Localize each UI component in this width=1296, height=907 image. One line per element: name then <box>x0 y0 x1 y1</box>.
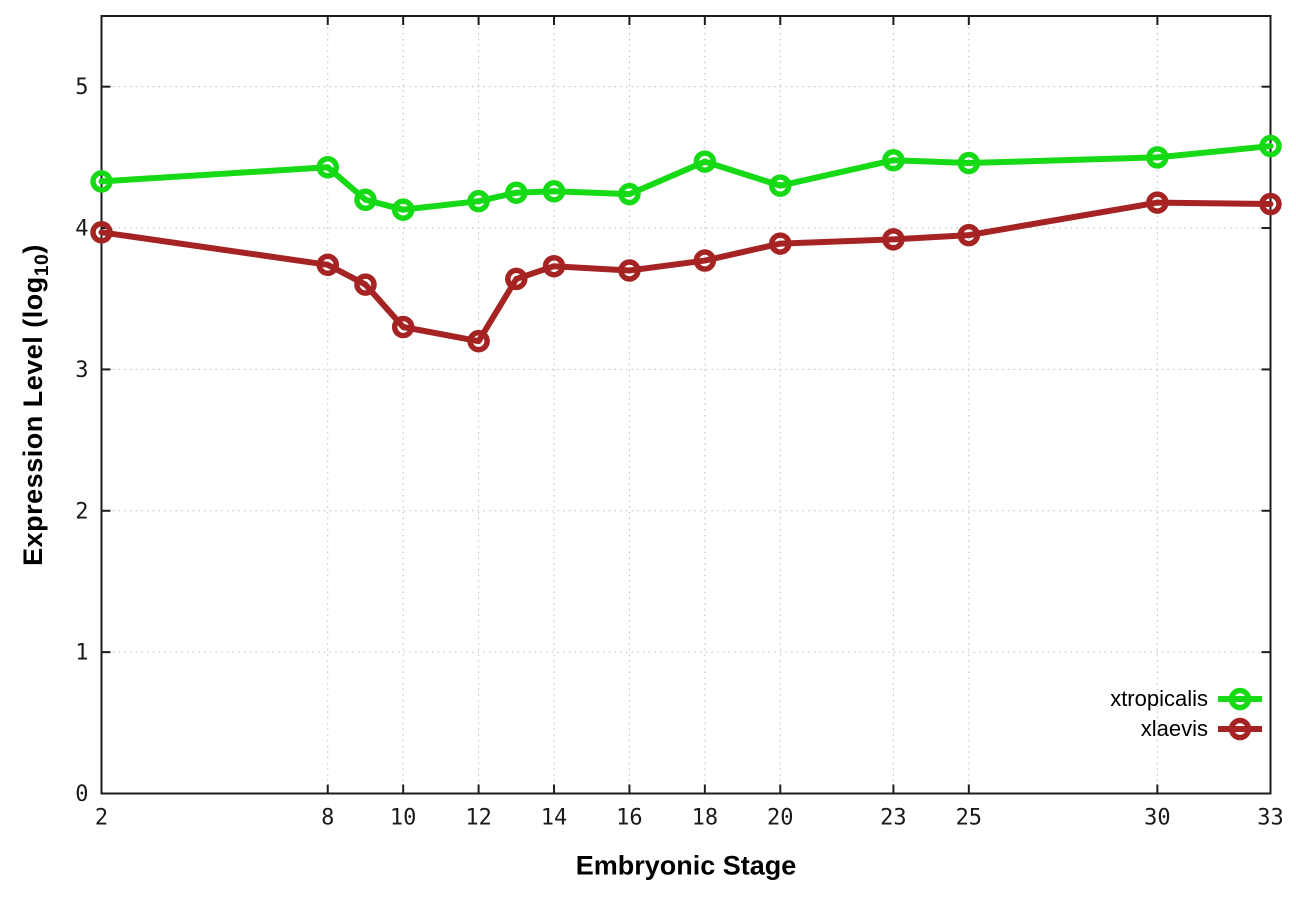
series-xtropicalis-marker <box>316 156 340 179</box>
legend-marker-sample-icon <box>1218 687 1262 711</box>
series-xtropicalis-marker <box>505 181 528 204</box>
series-xlaevis-marker <box>542 254 566 278</box>
x-tick-label: 30 <box>1144 806 1171 831</box>
y-tick-labels: 0 1 2 3 4 5 <box>75 75 88 807</box>
y-tick-label: 4 <box>75 217 88 242</box>
legend-entry-xtropicalis: xtropicalis <box>1110 684 1262 714</box>
legend-entry-xlaevis: xlaevis <box>1110 714 1262 744</box>
series-xtropicalis-marker <box>90 170 113 193</box>
series-xlaevis-marker <box>957 223 981 247</box>
x-tick-label: 12 <box>465 806 492 831</box>
series-xlaevis-marker <box>90 221 113 244</box>
x-tick-label: 8 <box>321 806 334 831</box>
series-xlaevis-marker <box>1259 192 1282 216</box>
series-xtropicalis-marker <box>957 151 981 175</box>
series-xlaevis-marker <box>769 232 792 255</box>
x-tick-label: 16 <box>616 806 643 831</box>
series-xlaevis-marker <box>505 267 528 291</box>
data-series <box>90 134 1282 353</box>
series-xtropicalis-line <box>98 143 1274 213</box>
series-xlaevis-marker <box>882 228 905 251</box>
series-xtropicalis-marker <box>467 189 490 213</box>
y-tick-label: 5 <box>75 75 88 100</box>
series-xlaevis-marker <box>1146 191 1169 214</box>
x-tick-label: 10 <box>390 806 417 831</box>
legend-circle-sample <box>1228 687 1252 711</box>
y-axis-title-text: Expression Level (log <box>17 276 48 566</box>
x-tick-label: 18 <box>692 806 719 831</box>
series-xtropicalis-marker <box>1146 146 1169 169</box>
series-xtropicalis-marker <box>769 174 792 197</box>
plot-border <box>100 15 1272 795</box>
x-tick-label: 25 <box>956 806 983 831</box>
x-tick-label: 2 <box>95 806 108 831</box>
x-tick-label: 23 <box>880 806 907 831</box>
legend-marker-sample-icon <box>1218 717 1262 741</box>
legend-circle-sample <box>1228 717 1252 741</box>
series-xtropicalis-marker <box>618 182 641 206</box>
x-tick-label: 33 <box>1257 806 1284 831</box>
series-xtropicalis-marker <box>542 180 566 203</box>
x-tick-label: 14 <box>541 806 568 831</box>
grid-lines <box>101 16 1271 794</box>
series-xtropicalis-marker <box>1259 134 1282 158</box>
x-tick-labels: 2 8 10 12 14 16 18 20 23 25 30 33 <box>95 806 1284 831</box>
y-axis-title-suffix: ) <box>17 244 48 254</box>
y-tick-label: 2 <box>75 499 88 524</box>
y-tick-label: 1 <box>75 641 88 666</box>
legend-label-xlaevis: xlaevis <box>1140 716 1208 741</box>
series-xlaevis-line <box>98 199 1274 345</box>
y-axis-title: Expression Level (log10) <box>18 244 54 566</box>
series-xtropicalis-marker <box>354 188 377 212</box>
series-xtropicalis-marker <box>693 150 717 173</box>
series-xtropicalis-marker <box>391 198 415 221</box>
x-axis-title: Embryonic Stage <box>575 850 797 881</box>
series-xtropicalis-marker <box>882 148 905 172</box>
series-xlaevis-marker <box>467 329 490 353</box>
plot-border-rect <box>100 15 1272 795</box>
tick-marks <box>100 16 1272 795</box>
series-xlaevis-marker <box>316 253 340 277</box>
y-axis-title-subscript: 10 <box>31 253 54 277</box>
x-tick-label: 20 <box>767 806 794 831</box>
legend-label-xtropicalis: xtropicalis <box>1110 686 1208 711</box>
series-xlaevis-marker <box>391 315 415 339</box>
y-tick-label: 3 <box>75 358 88 383</box>
chart-legend: xtropicalis xlaevis <box>1110 684 1262 744</box>
series-xlaevis-marker <box>354 273 377 296</box>
series-xlaevis-marker <box>693 249 717 272</box>
series-xlaevis-marker <box>618 259 641 282</box>
y-tick-label: 0 <box>75 782 88 807</box>
